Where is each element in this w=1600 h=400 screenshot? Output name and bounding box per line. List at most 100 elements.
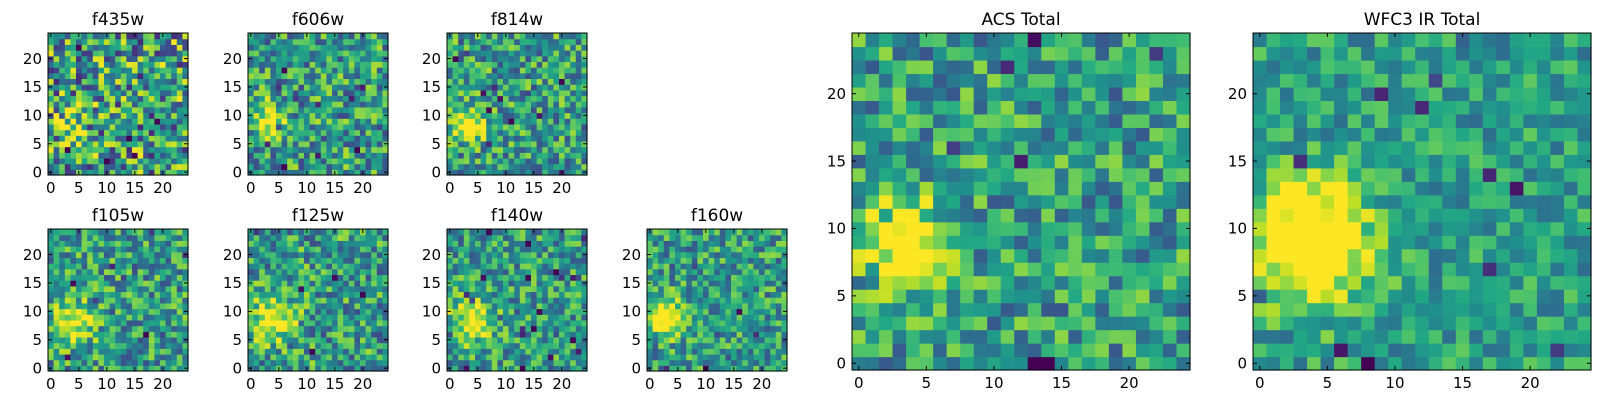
- heatmap-cell: [160, 251, 167, 258]
- heatmap-cell: [64, 348, 71, 355]
- heatmap-cell: [531, 38, 538, 45]
- heatmap-cell: [87, 285, 94, 293]
- heatmap-cell: [76, 353, 83, 361]
- heatmap-cell: [154, 365, 161, 372]
- heatmap-cell: [764, 297, 771, 304]
- heatmap-cell: [81, 118, 88, 125]
- heatmap-cell: [542, 319, 549, 327]
- heatmap-cell: [154, 72, 161, 80]
- heatmap-cell: [519, 263, 526, 270]
- heatmap-cell: [137, 280, 144, 287]
- heatmap-cell: [564, 246, 571, 253]
- heatmap-cell: [298, 33, 305, 40]
- heatmap-cell: [248, 106, 255, 114]
- heatmap-cell: [165, 72, 172, 80]
- heatmap-cell: [81, 67, 88, 74]
- heatmap-cell: [525, 274, 532, 281]
- heatmap-cell: [519, 365, 526, 372]
- heatmap-cell: [92, 285, 99, 293]
- heatmap-cell: [182, 61, 189, 68]
- heatmap-cell: [337, 336, 344, 344]
- heatmap-cell: [59, 331, 66, 338]
- heatmap-cell: [326, 38, 333, 45]
- heatmap-cell: [469, 251, 476, 258]
- heatmap-cell: [514, 152, 521, 159]
- heatmap-cell: [59, 101, 66, 108]
- heatmap-cell: [304, 89, 311, 97]
- heatmap-cell: [320, 67, 327, 74]
- heatmap-cell: [663, 246, 670, 253]
- heatmap-cell: [59, 302, 66, 310]
- heatmap-cell: [647, 234, 654, 241]
- heatmap-cell: [960, 154, 975, 169]
- heatmap-cell: [547, 95, 554, 102]
- heatmap-cell: [315, 302, 322, 310]
- heatmap-cell: [775, 257, 782, 264]
- heatmap-cell: [564, 365, 571, 372]
- heatmap-cell: [581, 146, 588, 153]
- heatmap-cell: [514, 314, 521, 321]
- heatmap-cell: [747, 285, 754, 293]
- heatmap-cell: [564, 325, 571, 332]
- heatmap-cell: [104, 157, 111, 165]
- heatmap-cell: [973, 181, 988, 196]
- heatmap-cell: [680, 342, 687, 349]
- heatmap-cell: [575, 95, 582, 102]
- heatmap-cell: [137, 95, 144, 102]
- heatmap-cell: [747, 234, 754, 241]
- heatmap-cell: [559, 240, 566, 247]
- heatmap-cell: [559, 118, 566, 125]
- heatmap-cell: [686, 336, 693, 344]
- heatmap-cell: [70, 285, 77, 293]
- heatmap-cell: [458, 308, 465, 315]
- y-tick-label: 5: [32, 135, 42, 153]
- heatmap-cell: [1000, 221, 1015, 236]
- heatmap-cell: [719, 302, 726, 310]
- heatmap-cell: [109, 365, 116, 372]
- heatmap-cell: [309, 72, 316, 80]
- heatmap-cell: [287, 359, 294, 366]
- heatmap-cell: [463, 268, 470, 276]
- heatmap-cell: [697, 308, 704, 315]
- heatmap-cell: [148, 297, 155, 304]
- heatmap-cell: [514, 291, 521, 298]
- heatmap-cell: [564, 314, 571, 321]
- heatmap-cell: [81, 234, 88, 241]
- heatmap-cell: [281, 257, 288, 264]
- heatmap-cell: [320, 240, 327, 247]
- heatmap-cell: [519, 135, 526, 142]
- heatmap-cell: [658, 246, 665, 253]
- heatmap-cell: [182, 123, 189, 131]
- heatmap-cell: [652, 302, 659, 310]
- heatmap-cell: [1108, 194, 1123, 209]
- heatmap-cell: [865, 167, 880, 182]
- heatmap-cell: [48, 146, 55, 153]
- heatmap-cell: [276, 234, 283, 241]
- heatmap-cell: [447, 246, 454, 253]
- heatmap-cell: [879, 208, 894, 223]
- heatmap-cell: [879, 343, 894, 358]
- heatmap-cell: [531, 308, 538, 315]
- heatmap-cell: [542, 314, 549, 321]
- heatmap-cell: [708, 263, 715, 270]
- heatmap-cell: [53, 101, 60, 108]
- heatmap-cell: [531, 72, 538, 80]
- heatmap-cell: [575, 89, 582, 97]
- heatmap-cell: [53, 297, 60, 304]
- heatmap-cell: [137, 365, 144, 372]
- heatmap-cell: [59, 123, 66, 131]
- heatmap-cell: [53, 308, 60, 315]
- heatmap-cell: [1014, 316, 1029, 331]
- heatmap-cell: [1176, 248, 1191, 263]
- heatmap-cell: [48, 89, 55, 97]
- heatmap-cell: [309, 365, 316, 372]
- heatmap-cell: [1027, 248, 1042, 263]
- heatmap-cell: [270, 353, 277, 361]
- heatmap-cell: [165, 331, 172, 338]
- heatmap-cell: [703, 308, 710, 315]
- heatmap-cell: [360, 118, 367, 125]
- heatmap-cell: [736, 285, 743, 293]
- heatmap-cell: [120, 291, 127, 298]
- heatmap-cell: [770, 319, 777, 327]
- heatmap-cell: [892, 275, 907, 290]
